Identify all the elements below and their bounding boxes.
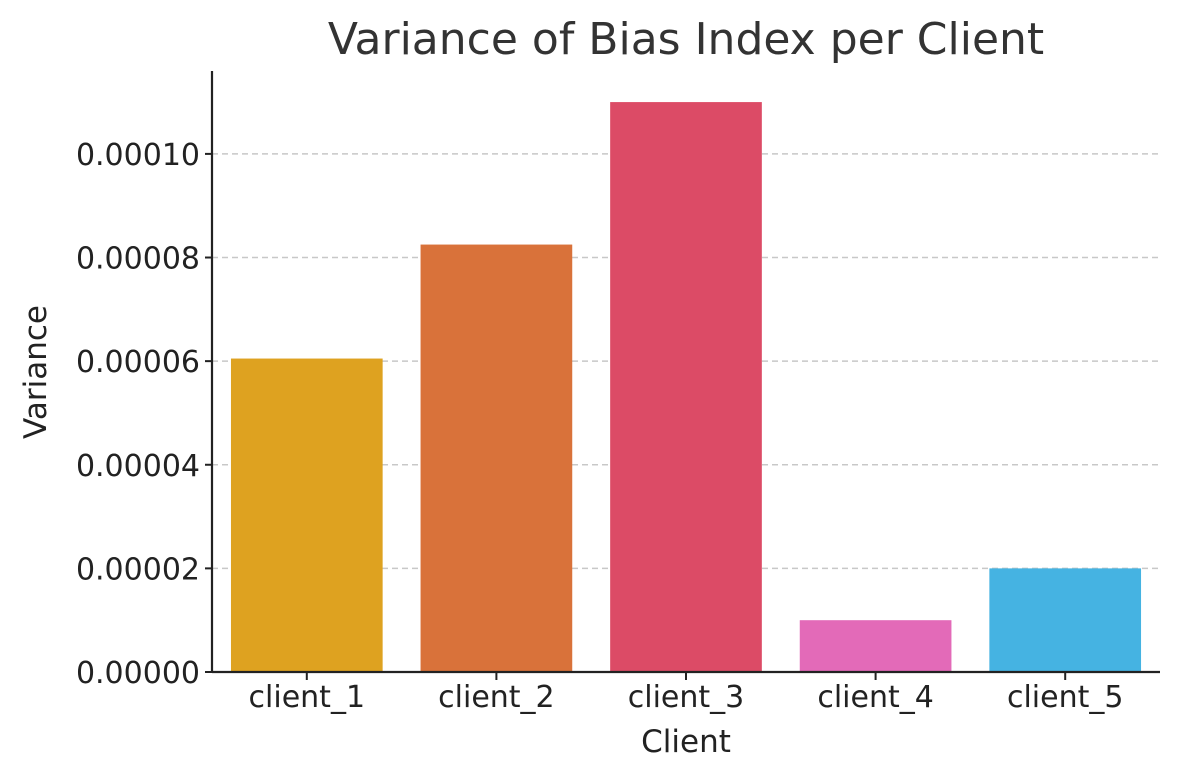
y-ticks: 0.00000 0.00002 0.00004 0.00006 0.00008 0.000…: [76, 138, 212, 691]
bar-client-4: [799, 620, 952, 672]
bars: [230, 102, 1142, 673]
bar-client-1: [230, 358, 383, 672]
x-tick-label: client_2: [438, 680, 554, 715]
y-tick-label: 0.00004: [76, 449, 200, 484]
bar-client-5: [989, 568, 1142, 672]
y-axis-title: Variance: [18, 305, 54, 439]
x-axis-title: Client: [641, 724, 731, 760]
x-tick-label: client_4: [817, 680, 933, 715]
bar-client-3: [610, 102, 762, 673]
y-tick-label: 0.00008: [76, 242, 200, 277]
x-tick-label: client_3: [628, 680, 744, 715]
chart-title: Variance of Bias Index per Client: [328, 14, 1044, 65]
x-ticks: client_1 client_2 client_3 client_4 client_5: [249, 672, 1123, 715]
y-tick-label: 0.00000: [76, 656, 200, 691]
x-tick-label: client_5: [1007, 680, 1123, 715]
y-tick-label: 0.00006: [76, 345, 200, 380]
x-tick-label: client_1: [249, 680, 365, 715]
bar-client-2: [420, 244, 573, 673]
y-tick-label: 0.00002: [76, 552, 200, 587]
y-tick-label: 0.00010: [76, 138, 200, 173]
